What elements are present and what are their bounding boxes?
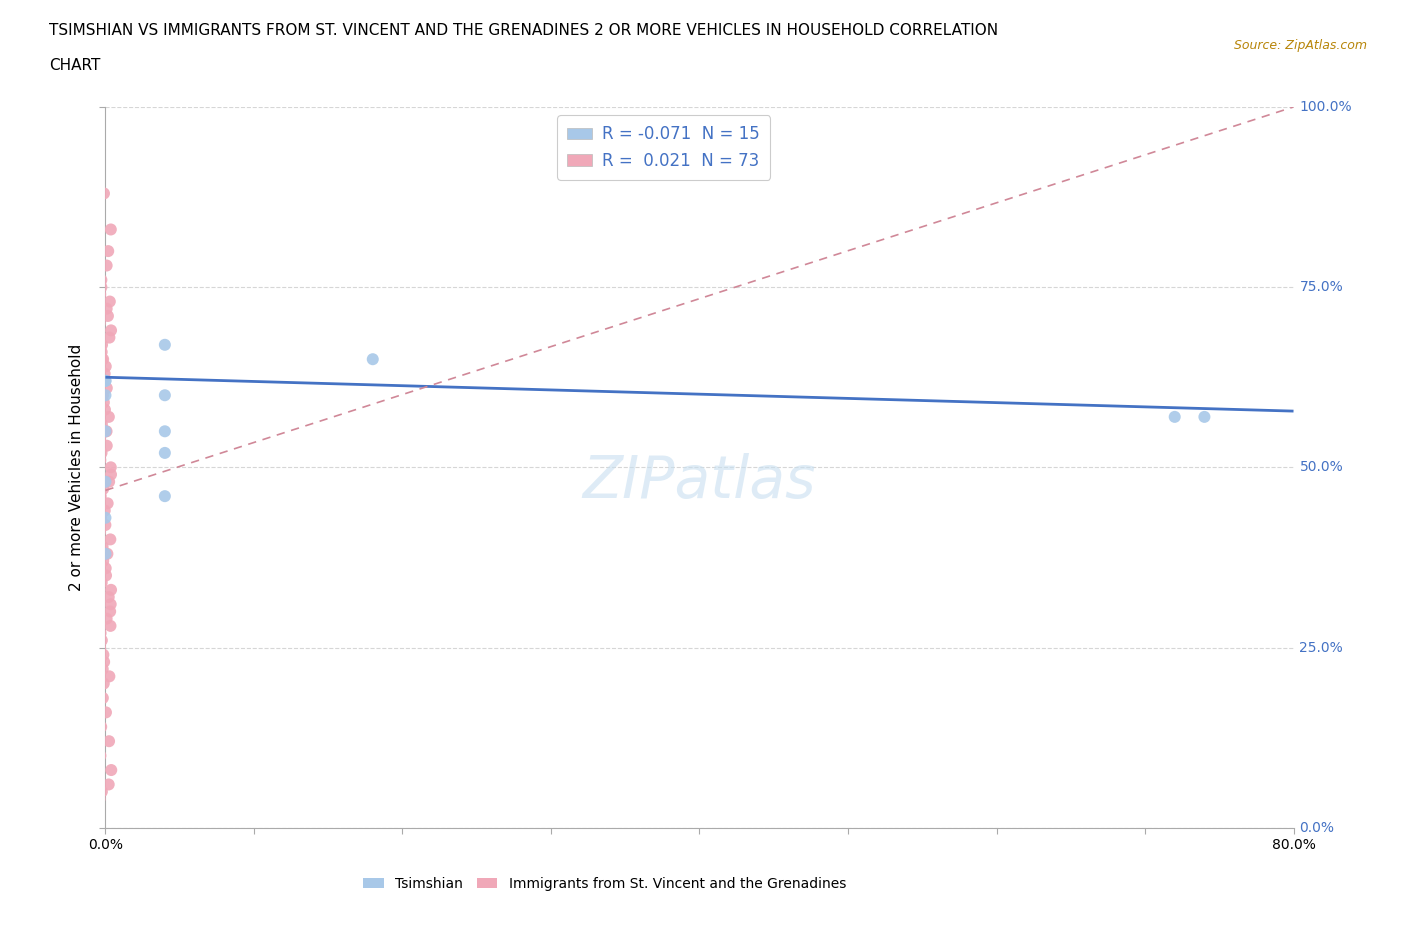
Point bbox=[96, 301, 118, 316]
Point bbox=[98, 532, 121, 547]
Point bbox=[94, 424, 117, 439]
Point bbox=[100, 582, 122, 597]
Point bbox=[97, 244, 120, 259]
Point bbox=[1164, 409, 1187, 424]
Text: ZIPatlas: ZIPatlas bbox=[582, 453, 817, 511]
Point bbox=[91, 482, 114, 497]
Point bbox=[361, 352, 384, 366]
Point bbox=[90, 720, 112, 735]
Point bbox=[98, 294, 121, 309]
Point bbox=[100, 323, 122, 338]
Point bbox=[94, 561, 117, 576]
Point bbox=[94, 568, 117, 583]
Point bbox=[89, 316, 111, 331]
Point bbox=[90, 344, 112, 359]
Point bbox=[93, 366, 115, 381]
Y-axis label: 2 or more Vehicles in Household: 2 or more Vehicles in Household bbox=[69, 344, 84, 591]
Point bbox=[153, 424, 176, 439]
Point bbox=[94, 518, 117, 533]
Point bbox=[94, 547, 117, 562]
Point bbox=[100, 222, 122, 237]
Text: CHART: CHART bbox=[49, 58, 101, 73]
Point bbox=[94, 403, 117, 418]
Point bbox=[96, 380, 118, 395]
Point bbox=[91, 352, 114, 366]
Point bbox=[98, 669, 121, 684]
Point bbox=[98, 734, 121, 749]
Text: 100.0%: 100.0% bbox=[1299, 100, 1353, 114]
Point bbox=[89, 287, 111, 302]
Point bbox=[91, 338, 114, 352]
Point bbox=[90, 352, 112, 366]
Point bbox=[89, 640, 111, 655]
Point bbox=[96, 547, 118, 562]
Point bbox=[89, 748, 111, 763]
Point bbox=[90, 632, 112, 647]
Point bbox=[90, 784, 112, 799]
Point bbox=[1194, 409, 1216, 424]
Point bbox=[97, 309, 120, 324]
Point bbox=[91, 690, 114, 706]
Point bbox=[94, 511, 117, 525]
Point bbox=[93, 655, 115, 670]
Point bbox=[93, 395, 115, 410]
Point bbox=[96, 258, 118, 273]
Point bbox=[97, 777, 120, 792]
Point bbox=[91, 388, 114, 403]
Point bbox=[93, 676, 115, 691]
Point bbox=[90, 445, 112, 460]
Point bbox=[90, 626, 112, 641]
Point bbox=[98, 604, 121, 619]
Point bbox=[89, 525, 111, 539]
Point bbox=[91, 662, 114, 677]
Point bbox=[97, 496, 120, 511]
Point bbox=[93, 647, 115, 662]
Point bbox=[98, 330, 121, 345]
Point bbox=[91, 539, 114, 554]
Point bbox=[89, 453, 111, 468]
Text: 50.0%: 50.0% bbox=[1299, 460, 1343, 474]
Point bbox=[96, 611, 118, 626]
Point bbox=[90, 417, 112, 432]
Text: 25.0%: 25.0% bbox=[1299, 641, 1343, 655]
Text: 0.0%: 0.0% bbox=[1299, 820, 1334, 835]
Text: TSIMSHIAN VS IMMIGRANTS FROM ST. VINCENT AND THE GRENADINES 2 OR MORE VEHICLES I: TSIMSHIAN VS IMMIGRANTS FROM ST. VINCENT… bbox=[49, 23, 998, 38]
Point bbox=[100, 460, 122, 475]
Point bbox=[100, 467, 122, 482]
Point bbox=[153, 338, 176, 352]
Point bbox=[91, 374, 114, 389]
Point bbox=[96, 438, 118, 453]
Point bbox=[90, 388, 112, 403]
Point bbox=[100, 618, 122, 633]
Point bbox=[98, 474, 121, 489]
Point bbox=[153, 489, 176, 504]
Point bbox=[93, 186, 115, 201]
Legend: Tsimshian, Immigrants from St. Vincent and the Grenadines: Tsimshian, Immigrants from St. Vincent a… bbox=[357, 871, 852, 897]
Point bbox=[94, 474, 117, 489]
Point bbox=[91, 553, 114, 568]
Point bbox=[90, 272, 112, 287]
Point bbox=[94, 359, 117, 374]
Point bbox=[90, 575, 112, 591]
Point bbox=[94, 424, 117, 439]
Text: Source: ZipAtlas.com: Source: ZipAtlas.com bbox=[1233, 39, 1367, 52]
Point bbox=[94, 705, 117, 720]
Text: 75.0%: 75.0% bbox=[1299, 280, 1343, 294]
Point bbox=[97, 409, 120, 424]
Point bbox=[100, 763, 122, 777]
Point bbox=[90, 489, 112, 504]
Point bbox=[153, 445, 176, 460]
Point bbox=[94, 388, 117, 403]
Point bbox=[90, 511, 112, 525]
Point bbox=[97, 590, 120, 604]
Point bbox=[94, 374, 117, 389]
Point bbox=[100, 597, 122, 612]
Point bbox=[89, 432, 111, 446]
Point bbox=[89, 791, 111, 806]
Point bbox=[90, 280, 112, 295]
Point bbox=[93, 503, 115, 518]
Point bbox=[96, 424, 118, 439]
Point bbox=[153, 388, 176, 403]
Point bbox=[94, 374, 117, 389]
